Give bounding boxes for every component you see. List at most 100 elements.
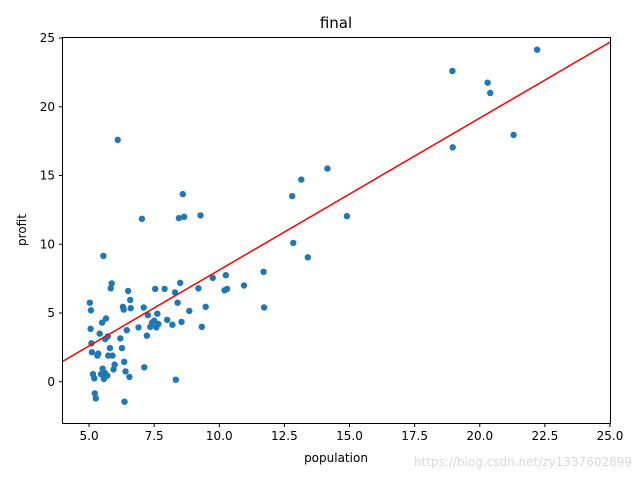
data-point <box>510 131 517 139</box>
data-point <box>186 307 193 315</box>
data-point <box>298 176 305 183</box>
x-axis: 5.0 7.5 10.0 12.5 15.0 17.5 20.0 22.5 25.0 <box>80 423 624 443</box>
data-point <box>289 192 296 200</box>
data-point <box>152 285 159 293</box>
data-point <box>106 344 114 352</box>
data-point <box>141 364 148 371</box>
data-point <box>487 89 494 97</box>
x-axis-label: population <box>304 451 368 465</box>
data-point <box>124 287 132 295</box>
data-point <box>135 324 142 331</box>
data-point <box>195 285 202 292</box>
data-point <box>180 213 188 220</box>
plot-frame <box>62 37 611 424</box>
data-point <box>87 325 94 332</box>
y-tick-label: 25 <box>40 31 55 45</box>
data-point <box>484 79 491 86</box>
data-point <box>198 323 205 330</box>
x-tick-label: 17.5 <box>401 429 428 443</box>
y-tick-label: 20 <box>40 100 55 114</box>
data-point <box>304 254 311 261</box>
data-point <box>111 361 118 368</box>
data-point <box>109 352 116 359</box>
data-point <box>175 214 183 222</box>
data-point <box>123 327 130 334</box>
data-point <box>161 285 168 293</box>
data-point <box>86 299 94 306</box>
x-tick-label: 25.0 <box>597 429 624 443</box>
x-tick-label: 15.0 <box>336 429 363 443</box>
data-point <box>202 303 209 310</box>
data-point <box>98 319 106 326</box>
data-point <box>126 373 133 381</box>
x-tick-label: 12.5 <box>271 429 298 443</box>
data-point <box>154 310 161 317</box>
y-axis: 0 5 10 15 20 25 <box>40 31 63 389</box>
data-point <box>118 344 126 352</box>
data-point <box>174 299 181 306</box>
data-point <box>143 332 151 339</box>
y-axis-label: profit <box>15 214 29 246</box>
data-point <box>110 366 117 373</box>
data-point <box>122 368 129 375</box>
data-point <box>260 304 268 311</box>
data-point <box>533 46 541 53</box>
data-point <box>117 335 124 342</box>
data-point <box>114 136 121 143</box>
data-point <box>138 215 146 222</box>
data-point <box>120 306 127 313</box>
data-point <box>100 252 107 260</box>
data-point <box>91 390 99 397</box>
data-point <box>104 372 111 379</box>
data-point <box>155 320 162 328</box>
fit-line <box>63 41 610 362</box>
data-point <box>178 318 185 326</box>
x-tick-label: 22.5 <box>532 429 559 443</box>
data-point <box>88 349 96 356</box>
y-tick-label: 5 <box>47 306 55 320</box>
data-point <box>87 307 95 314</box>
data-point <box>140 304 147 311</box>
data-point <box>260 268 267 275</box>
data-point <box>223 285 231 293</box>
y-tick-label: 0 <box>47 375 55 389</box>
data-point <box>102 315 110 322</box>
x-tick-label: 7.5 <box>145 429 164 443</box>
data-point <box>96 330 103 337</box>
data-point <box>343 212 351 220</box>
data-point <box>108 280 115 287</box>
data-point <box>144 311 152 319</box>
data-point <box>121 358 128 365</box>
chart-marks <box>63 41 610 405</box>
data-point <box>209 274 216 282</box>
data-point <box>179 190 186 198</box>
data-point <box>240 282 248 289</box>
data-point <box>107 285 114 292</box>
data-point <box>222 272 229 279</box>
x-tick-label: 10.0 <box>206 429 233 443</box>
watermark: https://blog.csdn.net/zy1337602899 <box>414 455 632 469</box>
data-point <box>127 305 134 312</box>
chart-title: final <box>320 14 352 32</box>
data-point <box>172 376 179 383</box>
data-point <box>169 321 176 328</box>
data-point <box>449 67 456 75</box>
x-tick-label: 5.0 <box>80 429 99 443</box>
data-point <box>121 398 128 405</box>
y-tick-label: 15 <box>40 169 55 183</box>
data-point <box>95 350 102 357</box>
data-point <box>91 375 98 382</box>
y-tick-label: 10 <box>40 237 55 251</box>
data-point <box>324 165 331 172</box>
data-point <box>171 289 179 296</box>
data-point <box>290 239 297 247</box>
data-point <box>177 279 184 286</box>
data-point <box>449 144 456 151</box>
data-point <box>127 296 134 304</box>
data-point <box>164 316 171 324</box>
data-point <box>92 395 100 402</box>
data-point <box>197 212 204 219</box>
x-tick-label: 20.0 <box>466 429 493 443</box>
